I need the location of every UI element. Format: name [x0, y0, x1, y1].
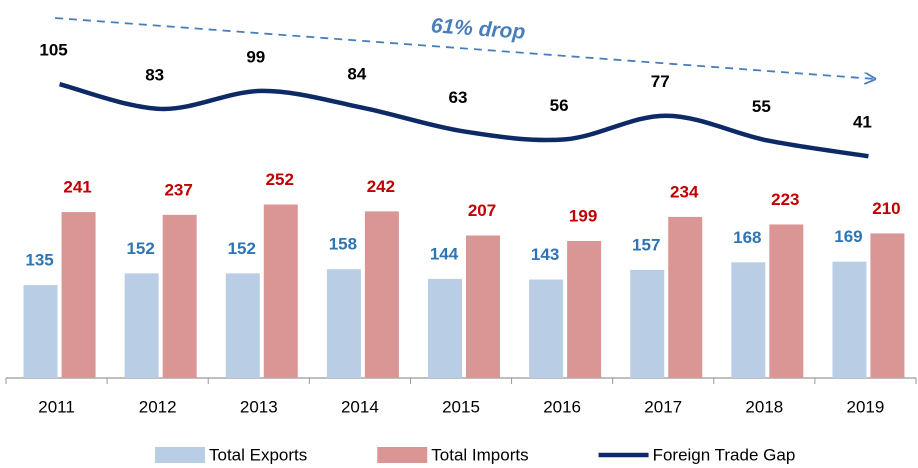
data-label: 223 — [771, 190, 799, 209]
data-label: 56 — [550, 96, 569, 115]
bar — [731, 262, 766, 378]
legend-swatch — [155, 447, 205, 463]
x-tick-label: 2015 — [442, 397, 480, 416]
data-label: 158 — [329, 235, 357, 254]
data-label: 77 — [651, 72, 670, 91]
data-label: 168 — [733, 228, 761, 247]
data-label: 143 — [531, 245, 559, 264]
bar — [124, 273, 159, 378]
bar — [225, 273, 260, 378]
bar — [23, 285, 58, 378]
x-tick-label: 2018 — [745, 397, 783, 416]
bar — [466, 235, 500, 378]
legend-label: Total Imports — [431, 445, 528, 464]
data-label: 234 — [670, 182, 699, 201]
data-label: 252 — [266, 170, 294, 189]
data-label: 105 — [39, 41, 67, 60]
annotation: 61% drop — [430, 14, 526, 44]
legend-swatch — [377, 447, 428, 463]
bar — [61, 212, 96, 378]
data-label: 83 — [145, 65, 164, 84]
bar — [668, 216, 703, 378]
x-tick-label: 2011 — [38, 397, 75, 416]
bar — [326, 269, 361, 378]
trend-arrow — [54, 17, 875, 79]
bar — [567, 240, 602, 378]
x-tick-label: 2019 — [847, 397, 885, 416]
legend-label: Total Exports — [209, 445, 307, 464]
data-label: 242 — [367, 177, 395, 196]
x-tick-label: 2017 — [644, 397, 682, 416]
data-label: 210 — [872, 199, 900, 218]
bar — [529, 279, 564, 378]
legend-label: Foreign Trade Gap — [653, 445, 796, 464]
data-label: 237 — [164, 180, 192, 199]
data-label: 169 — [834, 227, 862, 246]
data-label: 84 — [347, 64, 366, 83]
data-label: 55 — [752, 97, 771, 116]
x-tick-label: 2013 — [240, 397, 278, 416]
bar — [162, 214, 197, 378]
data-label: 135 — [25, 251, 53, 270]
data-label: 241 — [63, 178, 91, 197]
bar — [364, 211, 399, 378]
trade-gap-line — [59, 81, 869, 159]
data-label: 157 — [632, 235, 660, 254]
data-label: 199 — [569, 206, 597, 225]
bar — [832, 261, 867, 378]
bar — [870, 233, 905, 378]
data-label: 41 — [853, 113, 872, 132]
bar — [630, 269, 665, 378]
data-label: 63 — [449, 88, 468, 107]
bar — [769, 224, 804, 378]
x-tick-label: 2016 — [543, 397, 581, 416]
data-label: 99 — [246, 47, 265, 66]
x-tick-label: 2012 — [139, 397, 177, 416]
bar — [263, 204, 298, 378]
bar — [428, 278, 462, 378]
data-label: 207 — [468, 201, 496, 220]
x-tick-label: 2014 — [341, 397, 379, 416]
data-label: 152 — [126, 239, 154, 258]
data-label: 144 — [430, 244, 459, 263]
data-label: 152 — [228, 239, 256, 258]
